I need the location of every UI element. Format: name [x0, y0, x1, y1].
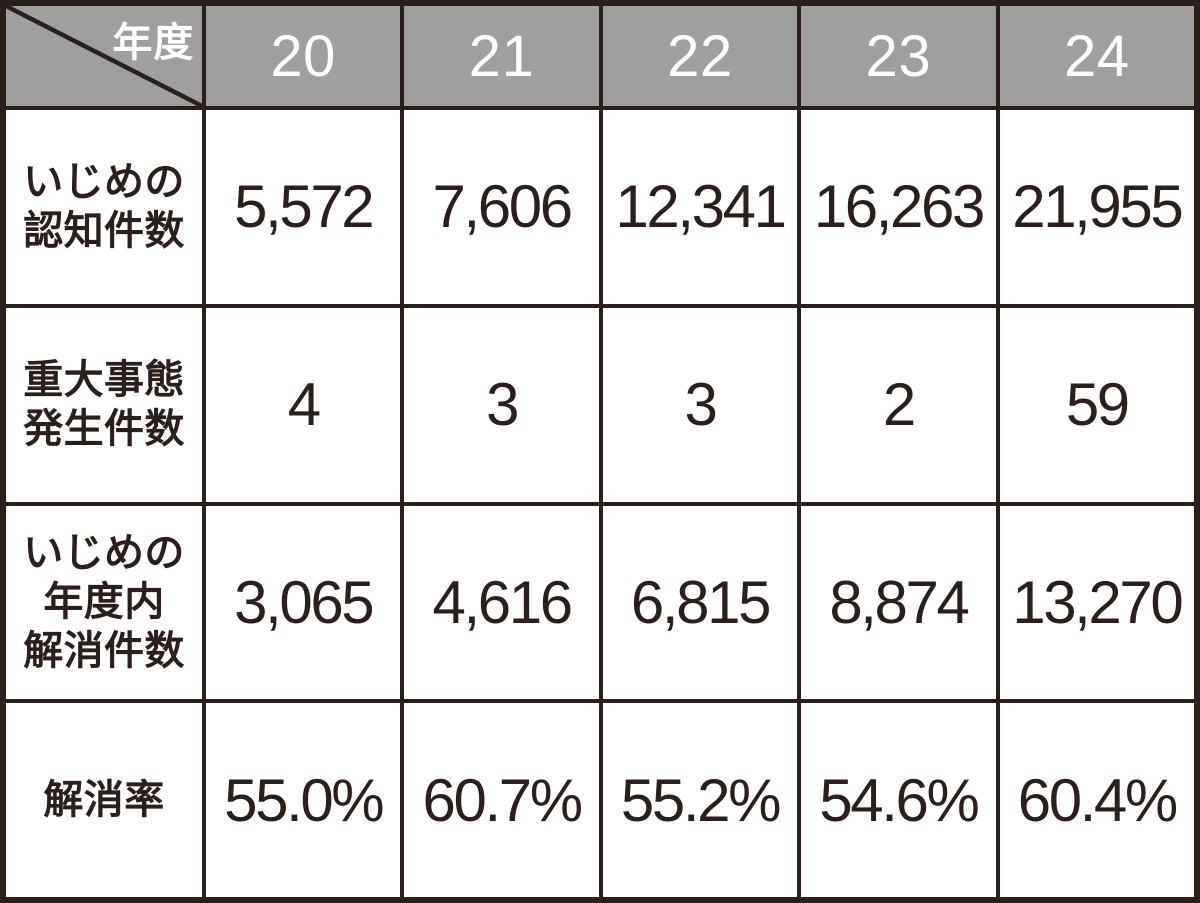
value-cell: 8,874 [801, 505, 996, 700]
row-label-line: 発生件数 [23, 406, 185, 451]
value-cell: 5,572 [206, 110, 401, 304]
value-cell: 4,616 [404, 505, 599, 700]
value-cell: 60.7% [404, 703, 599, 897]
value-cell: 16,263 [801, 110, 996, 304]
value-cell: 59 [999, 307, 1194, 502]
year-header: 24 [999, 6, 1194, 106]
row-label-line: 重大事態 [23, 357, 185, 402]
value-cell: 4 [206, 307, 401, 502]
value-cell: 55.0% [206, 703, 401, 897]
value-cell: 3,065 [206, 505, 401, 700]
row-label: 解消率 [6, 703, 202, 897]
year-header: 23 [801, 6, 996, 106]
value-cell: 55.2% [602, 703, 798, 897]
value-cell: 54.6% [801, 703, 996, 897]
row-label-line: いじめの [23, 531, 185, 576]
row-label-line: 解消率 [43, 777, 165, 822]
row-label: 重大事態 発生件数 [6, 307, 202, 502]
row-label: いじめの 年度内 解消件数 [6, 505, 202, 700]
value-cell: 2 [801, 307, 996, 502]
year-header: 22 [602, 6, 798, 106]
row-label-line: 認知件数 [23, 208, 185, 253]
diagonal-divider-icon [6, 6, 202, 106]
year-header: 21 [404, 6, 599, 106]
corner-cell: 年度 [6, 6, 202, 106]
value-cell: 3 [404, 307, 599, 502]
value-cell: 60.4% [999, 703, 1194, 897]
value-cell: 3 [602, 307, 798, 502]
row-label-line: いじめの [23, 160, 185, 205]
value-cell: 7,606 [404, 110, 599, 304]
row-label-line: 解消件数 [23, 628, 185, 673]
row-label-line: 年度内 [43, 579, 165, 624]
value-cell: 12,341 [602, 110, 798, 304]
value-cell: 21,955 [999, 110, 1194, 304]
year-header: 20 [206, 6, 401, 106]
value-cell: 13,270 [999, 505, 1194, 700]
row-label: いじめの 認知件数 [6, 110, 202, 304]
corner-label: 年度 [112, 21, 194, 65]
value-cell: 6,815 [602, 505, 798, 700]
